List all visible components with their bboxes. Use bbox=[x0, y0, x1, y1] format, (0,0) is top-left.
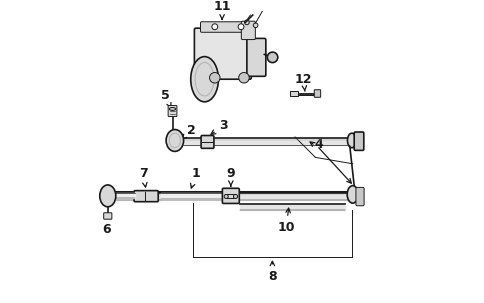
FancyBboxPatch shape bbox=[355, 188, 363, 206]
Circle shape bbox=[253, 23, 257, 28]
Text: 3: 3 bbox=[211, 119, 227, 134]
Text: 5: 5 bbox=[161, 89, 171, 108]
FancyBboxPatch shape bbox=[289, 91, 298, 96]
FancyBboxPatch shape bbox=[200, 22, 249, 32]
Text: 10: 10 bbox=[277, 208, 294, 234]
Ellipse shape bbox=[347, 133, 355, 148]
Circle shape bbox=[224, 195, 228, 198]
FancyBboxPatch shape bbox=[194, 28, 251, 79]
FancyBboxPatch shape bbox=[353, 132, 363, 150]
FancyBboxPatch shape bbox=[314, 90, 320, 97]
Text: 8: 8 bbox=[268, 261, 276, 283]
Ellipse shape bbox=[169, 108, 175, 110]
FancyBboxPatch shape bbox=[246, 38, 265, 76]
Text: 11: 11 bbox=[213, 0, 230, 19]
FancyBboxPatch shape bbox=[241, 21, 255, 40]
Circle shape bbox=[238, 72, 249, 83]
Text: 6: 6 bbox=[102, 213, 110, 236]
Circle shape bbox=[238, 24, 243, 30]
Ellipse shape bbox=[166, 129, 183, 152]
Text: 4: 4 bbox=[313, 138, 322, 151]
Circle shape bbox=[233, 195, 237, 198]
Ellipse shape bbox=[347, 186, 358, 203]
Text: 9: 9 bbox=[226, 168, 235, 186]
FancyBboxPatch shape bbox=[168, 105, 177, 117]
Text: 1: 1 bbox=[190, 168, 200, 188]
Circle shape bbox=[209, 72, 220, 83]
FancyBboxPatch shape bbox=[201, 135, 213, 148]
Circle shape bbox=[212, 24, 217, 30]
FancyBboxPatch shape bbox=[222, 188, 239, 203]
Circle shape bbox=[267, 52, 277, 63]
Text: 7: 7 bbox=[139, 168, 148, 187]
Ellipse shape bbox=[100, 185, 116, 207]
Circle shape bbox=[244, 20, 249, 25]
Text: 12: 12 bbox=[294, 73, 312, 91]
Ellipse shape bbox=[190, 57, 218, 102]
FancyBboxPatch shape bbox=[134, 191, 158, 202]
FancyBboxPatch shape bbox=[104, 213, 112, 219]
Text: 2: 2 bbox=[182, 124, 195, 139]
